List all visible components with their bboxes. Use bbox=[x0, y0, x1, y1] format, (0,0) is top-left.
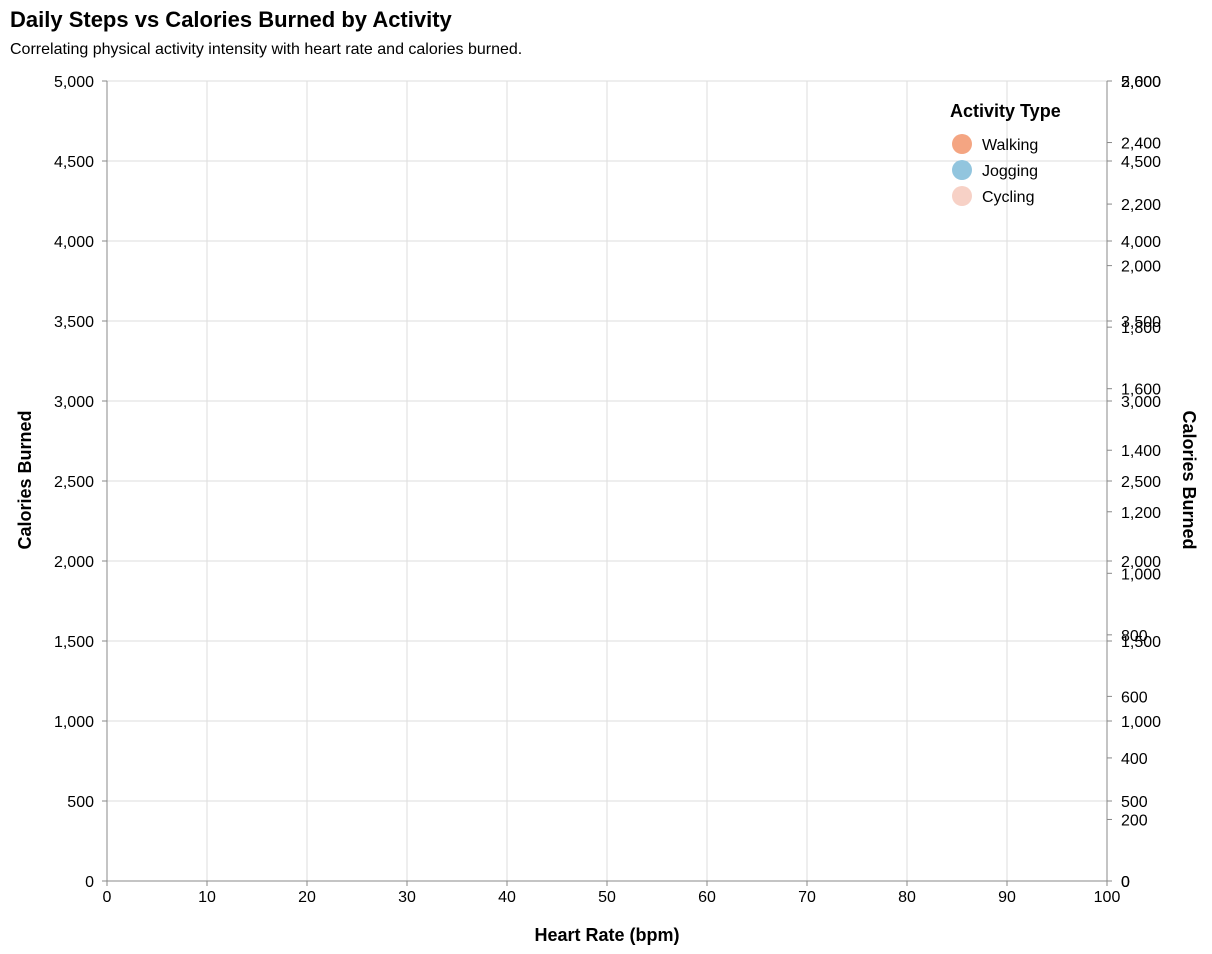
right-y2-tick-label: 0 bbox=[1121, 874, 1130, 891]
x-tick-label: 40 bbox=[498, 889, 516, 906]
legend-label: Jogging bbox=[982, 163, 1038, 180]
right-y2-tick-label: 3,500 bbox=[1121, 314, 1161, 331]
right-y-tick-label: 1,000 bbox=[1121, 566, 1161, 583]
x-tick-label: 30 bbox=[398, 889, 416, 906]
y-tick-label: 2,000 bbox=[54, 554, 94, 571]
legend-swatch bbox=[952, 134, 972, 154]
right-y-axis-title: Calories Burned bbox=[1179, 410, 1199, 549]
right-y2-tick-label: 1,500 bbox=[1121, 634, 1161, 651]
right-y2-tick-label: 2,000 bbox=[1121, 554, 1161, 571]
y-tick-label: 0 bbox=[85, 874, 94, 891]
right-y2-tick-label: 4,500 bbox=[1121, 154, 1161, 171]
x-tick-label: 20 bbox=[298, 889, 316, 906]
right-y-tick-label: 1,400 bbox=[1121, 443, 1161, 460]
right-y-tick-label: 1,800 bbox=[1121, 320, 1161, 337]
right-y-tick-label: 0 bbox=[1121, 874, 1130, 891]
right-y-tick-label: 1,600 bbox=[1121, 382, 1161, 399]
y-tick-label: 1,000 bbox=[54, 714, 94, 731]
y-tick-label: 500 bbox=[67, 794, 94, 811]
x-tick-label: 50 bbox=[598, 889, 616, 906]
right-y-tick-label: 2,400 bbox=[1121, 136, 1161, 153]
y-tick-label: 3,500 bbox=[54, 314, 94, 331]
right-y-tick-label: 1,200 bbox=[1121, 505, 1161, 522]
right-y2-tick-label: 3,000 bbox=[1121, 394, 1161, 411]
y-tick-label: 4,000 bbox=[54, 234, 94, 251]
right-y-tick-label: 200 bbox=[1121, 812, 1148, 829]
legend-label: Cycling bbox=[982, 189, 1034, 206]
x-tick-label: 70 bbox=[798, 889, 816, 906]
right-y2-tick-label: 1,000 bbox=[1121, 714, 1161, 731]
legend-title: Activity Type bbox=[950, 101, 1061, 121]
y-tick-label: 4,500 bbox=[54, 154, 94, 171]
x-tick-label: 90 bbox=[998, 889, 1016, 906]
y-tick-label: 1,500 bbox=[54, 634, 94, 651]
legend-swatch bbox=[952, 186, 972, 206]
right-y2-tick-label: 2,500 bbox=[1121, 474, 1161, 491]
legend: Activity Type Walking Jogging Cycling bbox=[950, 101, 1061, 206]
y-axis-title: Calories Burned bbox=[15, 410, 35, 549]
right-y2-tick-label: 4,000 bbox=[1121, 234, 1161, 251]
y-tick-label: 5,000 bbox=[54, 74, 94, 91]
right-y-tick-label: 2,200 bbox=[1121, 197, 1161, 214]
y-tick-label: 3,000 bbox=[54, 394, 94, 411]
right-y2-tick-label: 500 bbox=[1121, 794, 1148, 811]
right-y-tick-label: 600 bbox=[1121, 689, 1148, 706]
right-y-tick-label: 800 bbox=[1121, 628, 1148, 645]
chart-subtitle: Correlating physical activity intensity … bbox=[10, 41, 523, 58]
right-y2-tick-label: 5,000 bbox=[1121, 74, 1161, 91]
x-tick-label: 0 bbox=[103, 889, 112, 906]
legend-label: Walking bbox=[982, 137, 1038, 154]
legend-swatch bbox=[952, 160, 972, 180]
x-tick-label: 10 bbox=[198, 889, 216, 906]
chart-title: Daily Steps vs Calories Burned by Activi… bbox=[10, 7, 452, 32]
x-tick-label: 60 bbox=[698, 889, 716, 906]
x-axis-title: Heart Rate (bpm) bbox=[534, 925, 679, 945]
x-tick-label: 80 bbox=[898, 889, 916, 906]
right-y-tick-label: 2,600 bbox=[1121, 74, 1161, 91]
x-tick-label: 100 bbox=[1094, 889, 1121, 906]
right-y-tick-label: 2,000 bbox=[1121, 259, 1161, 276]
y-tick-label: 2,500 bbox=[54, 474, 94, 491]
right-y-tick-label: 400 bbox=[1121, 751, 1148, 768]
axes: 0 10 20 30 40 50 60 70 80 90 10005001,0001,5002,00… bbox=[54, 74, 1161, 906]
